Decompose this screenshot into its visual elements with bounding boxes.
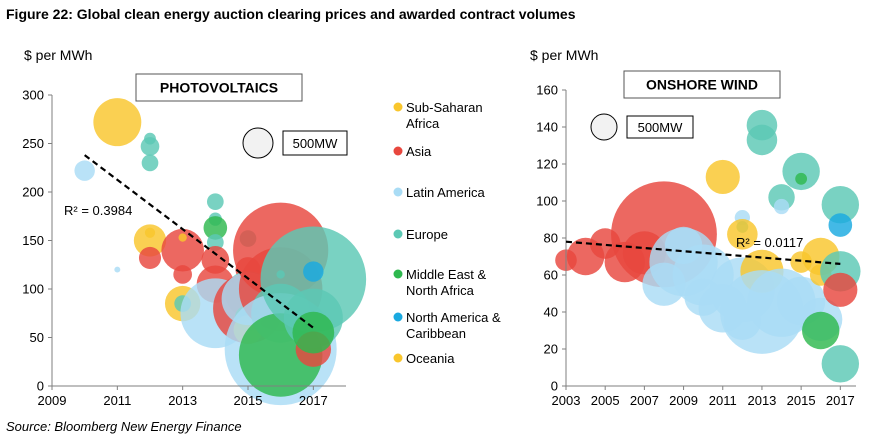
size-legend-label: 500MW — [638, 120, 684, 135]
y-tick-label: 0 — [37, 379, 44, 394]
bubble-point — [782, 152, 820, 191]
legend-label: Sub-Saharan — [406, 100, 483, 115]
panel-title-box — [135, 73, 303, 102]
y-tick-label: 20 — [544, 342, 558, 357]
x-tick-label: 2015 — [787, 393, 816, 408]
x-tick-label: 2017 — [299, 393, 328, 408]
legend-label: Oceania — [406, 351, 455, 366]
x-tick-label: 2011 — [103, 393, 131, 408]
legend-marker — [393, 269, 403, 279]
legend-label: North Africa — [406, 283, 475, 298]
legend-marker — [393, 353, 403, 363]
x-tick-label: 2011 — [709, 393, 737, 408]
bubble-point — [74, 160, 95, 181]
bubble-point — [773, 198, 790, 215]
size-legend-label: 500MW — [293, 136, 339, 151]
bubble-point — [161, 228, 204, 272]
bubble-point — [828, 213, 853, 237]
y-tick-label: 100 — [536, 194, 558, 209]
legend-label: North America & — [406, 310, 501, 325]
x-tick-label: 2013 — [168, 393, 197, 408]
panel-title: ONSHORE WIND — [646, 77, 758, 93]
legend-label: Africa — [406, 116, 440, 131]
bubble-point — [821, 185, 860, 224]
y-tick-label: 200 — [22, 185, 44, 200]
size-legend-box — [282, 130, 348, 156]
x-tick-label: 2009 — [669, 393, 698, 408]
trendline — [565, 240, 841, 265]
bubble-point — [114, 266, 121, 273]
legend-marker — [393, 146, 403, 156]
bubble-point — [823, 272, 858, 307]
panel-title: PHOTOVOLTAICS — [160, 80, 278, 96]
y-tick-label: 120 — [536, 157, 558, 172]
bubble-point — [93, 98, 142, 147]
bubble-point — [795, 172, 808, 185]
x-tick-label: 2017 — [826, 393, 855, 408]
y-tick-label: 50 — [30, 330, 44, 345]
x-tick-label: 2015 — [234, 393, 263, 408]
bubble-point — [821, 345, 860, 383]
bubble-point — [140, 137, 160, 156]
legend-marker — [393, 312, 403, 322]
size-legend-circle — [590, 113, 618, 141]
chart-panel-photovoltaics: $ per MWh 0 50 100 150 200 250 300 2009 2011 2013 2… — [22, 47, 367, 408]
bubble-point — [802, 311, 840, 350]
bubble-point — [144, 227, 156, 238]
bubble-point — [292, 311, 335, 354]
bubble-layer — [555, 109, 861, 383]
chart-panel-onshore-wind: $ per MWh 0 20 40 60 80 100 120 140 160 2003 2005 20… — [530, 47, 861, 408]
legend-label: Europe — [406, 227, 448, 242]
legend-label: Asia — [406, 144, 432, 159]
bubble-point — [141, 154, 159, 172]
bubble-point — [203, 216, 228, 240]
panel-title-box — [623, 70, 781, 99]
x-tick-label: 2005 — [591, 393, 620, 408]
y-tick-label: 40 — [544, 305, 558, 320]
bubble-point — [133, 224, 167, 257]
bubble-point — [746, 124, 778, 156]
source-note: Source: Bloomberg New Energy Finance — [6, 419, 242, 434]
y-tick-label: 0 — [551, 379, 558, 394]
y-tick-label: 140 — [536, 120, 558, 135]
r-squared-label: R² = 0.0117 — [736, 235, 803, 250]
y-tick-label: 80 — [544, 231, 558, 246]
size-legend-box — [626, 115, 694, 139]
y-tick-label: 100 — [22, 282, 44, 297]
bubble-point — [206, 234, 224, 251]
y-axis-label: $ per MWh — [530, 47, 598, 63]
bubble-point — [206, 193, 224, 211]
bubble-point — [705, 159, 740, 195]
y-axis-label: $ per MWh — [24, 47, 92, 63]
x-tick-label: 2009 — [38, 393, 67, 408]
y-tick-label: 160 — [536, 83, 558, 98]
r-squared-label: R² = 0.3984 — [64, 203, 132, 218]
legend-label: Middle East & — [406, 267, 487, 282]
bubble-point — [173, 265, 193, 284]
y-tick-label: 300 — [22, 88, 44, 103]
trendline — [84, 154, 314, 329]
bubble-layer — [74, 98, 367, 406]
bubble-point — [727, 219, 758, 250]
x-tick-label: 2003 — [552, 393, 581, 408]
bubble-point — [178, 233, 187, 242]
legend-label: Caribbean — [406, 326, 466, 341]
bubble-point — [303, 261, 324, 282]
figure-title: Figure 22: Global clean energy auction c… — [6, 6, 576, 22]
y-tick-label: 60 — [544, 268, 558, 283]
x-tick-label: 2013 — [747, 393, 776, 408]
legend-marker — [393, 187, 403, 197]
legend-marker — [393, 102, 403, 112]
size-legend-circle — [242, 127, 274, 159]
y-tick-label: 250 — [22, 136, 44, 151]
bubble-point — [138, 246, 162, 270]
y-tick-label: 150 — [22, 233, 44, 248]
legend-label: Latin America — [406, 185, 486, 200]
x-tick-label: 2007 — [630, 393, 659, 408]
legend-marker — [393, 229, 403, 239]
